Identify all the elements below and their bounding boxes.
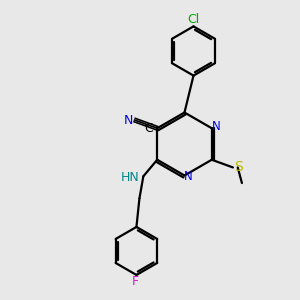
Text: N: N — [212, 120, 220, 133]
Text: N: N — [124, 113, 134, 127]
Text: F: F — [131, 275, 139, 288]
Text: C: C — [144, 122, 153, 135]
Text: HN: HN — [121, 171, 140, 184]
Text: Cl: Cl — [188, 13, 200, 26]
Text: N: N — [184, 169, 193, 183]
Text: S: S — [234, 160, 243, 174]
